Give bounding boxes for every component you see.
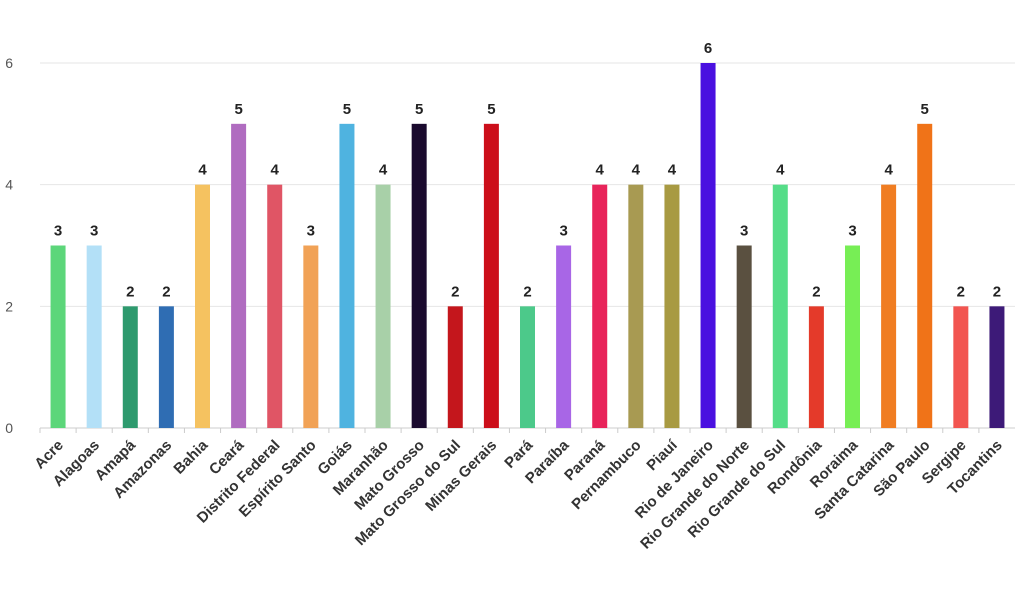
- bar[interactable]: [772, 184, 788, 428]
- data-label: 5: [415, 101, 423, 118]
- data-label: 3: [90, 223, 98, 240]
- bars: 3 3 2 2 4 5 4 3 5 4 5 2 5 2 3 4 4 4 6 3 4 2 3 4 5 2 2: [50, 40, 1005, 429]
- data-label: 3: [559, 223, 567, 240]
- data-label: 2: [126, 283, 134, 300]
- x-axis: AcreAlagoasAmapáAmazonasBahiaCearáDistri…: [31, 428, 1006, 553]
- bar[interactable]: [989, 306, 1005, 428]
- data-label: 4: [776, 162, 785, 179]
- bar[interactable]: [158, 306, 174, 428]
- data-label: 3: [740, 223, 748, 240]
- bar[interactable]: [122, 306, 138, 428]
- bar[interactable]: [845, 245, 860, 429]
- data-label: 5: [234, 101, 242, 118]
- x-tick-label: Bahia: [170, 436, 211, 477]
- y-tick-label: 6: [5, 55, 13, 71]
- data-label: 2: [993, 283, 1001, 300]
- data-label: 4: [884, 162, 893, 179]
- bar[interactable]: [50, 245, 66, 429]
- bar[interactable]: [628, 184, 644, 428]
- bar[interactable]: [520, 306, 535, 428]
- data-label: 2: [523, 283, 531, 300]
- bar[interactable]: [736, 245, 752, 429]
- data-label: 4: [379, 162, 388, 179]
- data-label: 5: [487, 101, 495, 118]
- data-label: 2: [957, 283, 965, 300]
- y-axis: 0 2 4 6: [5, 55, 13, 436]
- bar[interactable]: [953, 306, 969, 428]
- data-label: 3: [848, 223, 856, 240]
- y-tick-label: 4: [5, 177, 13, 193]
- bar[interactable]: [556, 245, 572, 429]
- bar[interactable]: [881, 184, 897, 428]
- y-tick-label: 0: [5, 420, 13, 436]
- bar[interactable]: [483, 123, 499, 428]
- bar[interactable]: [303, 245, 319, 429]
- bar[interactable]: [267, 184, 283, 428]
- data-label: 5: [921, 101, 929, 118]
- data-label: 4: [632, 162, 641, 179]
- bar[interactable]: [339, 123, 355, 428]
- bar[interactable]: [700, 63, 716, 428]
- bar[interactable]: [592, 184, 608, 428]
- data-label: 4: [271, 162, 280, 179]
- data-label: 5: [343, 101, 351, 118]
- data-label: 4: [198, 162, 207, 179]
- bar[interactable]: [664, 184, 680, 428]
- data-label: 2: [451, 283, 459, 300]
- data-label: 2: [162, 283, 170, 300]
- data-label: 3: [307, 223, 315, 240]
- bar[interactable]: [231, 123, 247, 428]
- bar[interactable]: [411, 123, 427, 428]
- bar[interactable]: [917, 123, 933, 428]
- bar[interactable]: [195, 184, 210, 428]
- bar[interactable]: [375, 184, 391, 428]
- y-tick-label: 2: [5, 298, 13, 314]
- bar[interactable]: [86, 245, 102, 429]
- data-label: 4: [668, 162, 677, 179]
- bar[interactable]: [808, 306, 824, 428]
- data-label: 4: [596, 162, 605, 179]
- data-label: 2: [812, 283, 820, 300]
- data-label: 6: [704, 40, 712, 57]
- data-label: 3: [54, 223, 62, 240]
- bar[interactable]: [447, 306, 463, 428]
